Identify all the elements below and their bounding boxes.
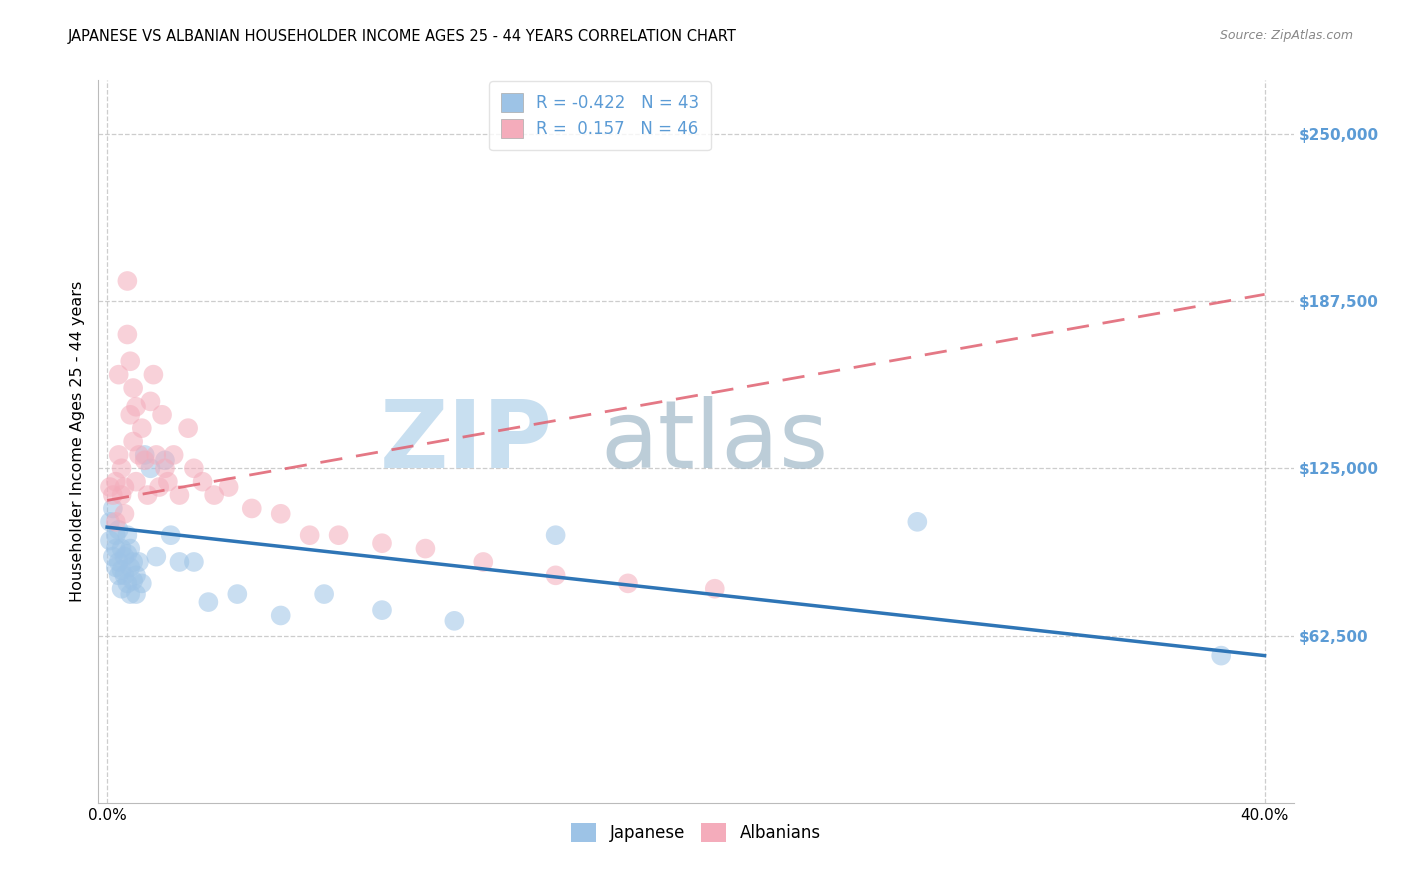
Point xyxy=(163,448,186,462)
Point xyxy=(443,614,465,628)
Point xyxy=(120,587,142,601)
Point xyxy=(117,547,139,561)
Point xyxy=(101,549,124,564)
Point xyxy=(544,568,567,582)
Point xyxy=(128,555,150,569)
Point xyxy=(104,541,127,556)
Point xyxy=(472,555,495,569)
Point xyxy=(120,408,142,422)
Point xyxy=(148,480,170,494)
Point xyxy=(415,541,437,556)
Point xyxy=(122,555,145,569)
Legend: Japanese, Albanians: Japanese, Albanians xyxy=(564,816,828,848)
Point xyxy=(101,488,124,502)
Point xyxy=(298,528,321,542)
Point xyxy=(110,582,132,596)
Point xyxy=(125,400,148,414)
Point xyxy=(139,461,162,475)
Point xyxy=(153,461,176,475)
Point xyxy=(122,381,145,395)
Point xyxy=(169,555,191,569)
Point xyxy=(703,582,725,596)
Point xyxy=(117,576,139,591)
Point xyxy=(114,507,136,521)
Point xyxy=(120,354,142,368)
Point xyxy=(240,501,263,516)
Point xyxy=(544,528,567,542)
Text: Source: ZipAtlas.com: Source: ZipAtlas.com xyxy=(1219,29,1353,42)
Point xyxy=(183,555,205,569)
Point xyxy=(145,448,167,462)
Point xyxy=(371,603,394,617)
Point xyxy=(136,488,159,502)
Point xyxy=(125,587,148,601)
Point xyxy=(270,608,292,623)
Point xyxy=(104,528,127,542)
Point xyxy=(122,434,145,449)
Point xyxy=(202,488,225,502)
Point xyxy=(218,480,240,494)
Point xyxy=(107,368,129,382)
Point xyxy=(191,475,214,489)
Point xyxy=(134,448,156,462)
Point xyxy=(117,327,139,342)
Point xyxy=(150,408,173,422)
Point xyxy=(107,448,129,462)
Point xyxy=(122,574,145,588)
Point xyxy=(110,488,132,502)
Point xyxy=(905,515,928,529)
Point xyxy=(177,421,200,435)
Point xyxy=(142,368,165,382)
Y-axis label: Householder Income Ages 25 - 44 years: Householder Income Ages 25 - 44 years xyxy=(69,281,84,602)
Point xyxy=(110,541,132,556)
Point xyxy=(314,587,336,601)
Point xyxy=(145,549,167,564)
Point xyxy=(114,480,136,494)
Point xyxy=(131,576,153,591)
Point xyxy=(159,528,181,542)
Point xyxy=(226,587,249,601)
Point xyxy=(128,448,150,462)
Point xyxy=(110,461,132,475)
Point xyxy=(120,560,142,574)
Point xyxy=(270,507,292,521)
Point xyxy=(153,453,176,467)
Point xyxy=(125,568,148,582)
Point xyxy=(328,528,350,542)
Point xyxy=(101,501,124,516)
Point xyxy=(114,549,136,564)
Point xyxy=(117,528,139,542)
Point xyxy=(183,461,205,475)
Point xyxy=(107,568,129,582)
Text: JAPANESE VS ALBANIAN HOUSEHOLDER INCOME AGES 25 - 44 YEARS CORRELATION CHART: JAPANESE VS ALBANIAN HOUSEHOLDER INCOME … xyxy=(67,29,737,44)
Text: atlas: atlas xyxy=(600,395,828,488)
Point xyxy=(117,274,139,288)
Text: ZIP: ZIP xyxy=(380,395,553,488)
Point xyxy=(197,595,219,609)
Point xyxy=(139,394,162,409)
Point xyxy=(107,523,129,537)
Point xyxy=(110,563,132,577)
Point xyxy=(1211,648,1233,663)
Point xyxy=(617,576,640,591)
Point xyxy=(131,421,153,435)
Point xyxy=(104,560,127,574)
Point xyxy=(371,536,394,550)
Point xyxy=(98,533,121,548)
Point xyxy=(134,453,156,467)
Point xyxy=(98,515,121,529)
Point xyxy=(125,475,148,489)
Point xyxy=(120,541,142,556)
Point xyxy=(169,488,191,502)
Point xyxy=(104,515,127,529)
Point xyxy=(104,475,127,489)
Point xyxy=(156,475,179,489)
Point xyxy=(98,480,121,494)
Point xyxy=(114,568,136,582)
Point xyxy=(107,555,129,569)
